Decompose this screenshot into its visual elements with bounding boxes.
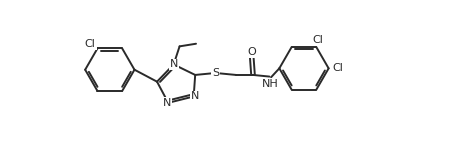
Text: NH: NH	[262, 79, 279, 89]
Text: N: N	[169, 59, 178, 69]
Text: Cl: Cl	[85, 39, 96, 49]
Text: Cl: Cl	[332, 63, 343, 73]
Text: N: N	[191, 92, 199, 101]
Text: S: S	[212, 68, 219, 78]
Text: O: O	[248, 47, 256, 57]
Text: Cl: Cl	[313, 35, 323, 45]
Text: N: N	[163, 98, 171, 108]
